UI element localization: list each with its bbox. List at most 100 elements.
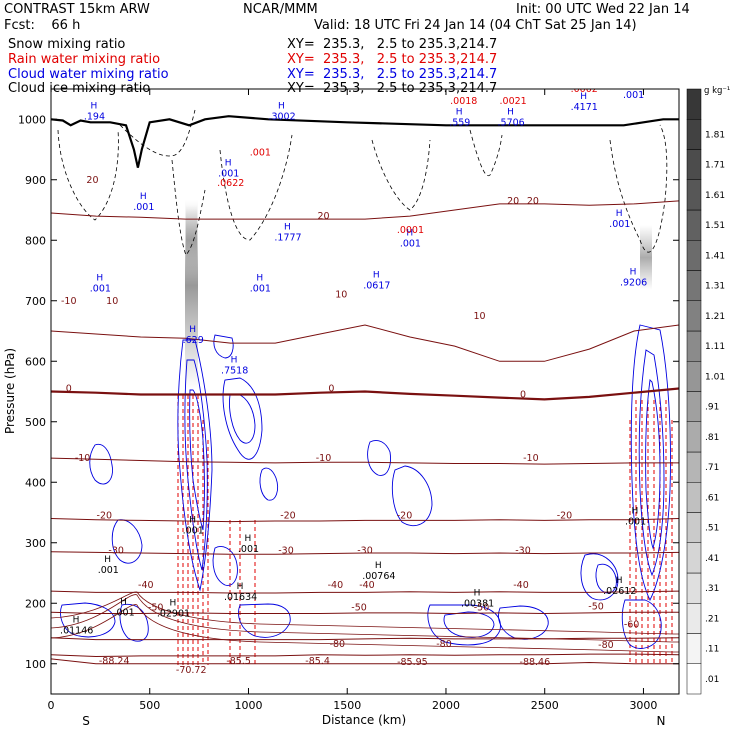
colorbar-tick-label: .61 [705, 493, 719, 503]
temperature-label: 0 [520, 390, 526, 401]
endpoint-north: N [657, 714, 666, 728]
cloud-water-label-high-marker: H [630, 268, 637, 278]
ice-label-high-marker: H [616, 576, 623, 586]
temperature-label: -40 [138, 580, 154, 591]
cloud-water-label: .194 [84, 111, 105, 122]
colorbar-tick-label: .91 [705, 403, 719, 413]
ice-label: .02901 [157, 609, 190, 620]
ice-contour [470, 130, 502, 176]
temperature-contour [51, 458, 679, 464]
rain-label: .0622 [217, 178, 244, 189]
cloud-water-label-high-marker: H [231, 355, 238, 365]
cloud-water-label-high-marker: H [456, 107, 463, 117]
rain-label: .0002 [571, 84, 598, 95]
colorbar-tick-label: .31 [705, 584, 719, 594]
colorbar-swatch [687, 210, 701, 240]
y-axis-label: Pressure (hPa) [3, 348, 17, 434]
colorbar: .01.11.21.31.41.51.61.71.81.911.011.111.… [687, 89, 725, 694]
temperature-label: -10 [523, 453, 539, 464]
y-tick-label: 100 [25, 658, 46, 671]
temperature-label: -85.95 [397, 657, 428, 668]
ice-label-high-marker: H [375, 561, 382, 571]
colorbar-swatch [687, 301, 701, 331]
ice-label-high-marker: H [120, 597, 127, 607]
colorbar-tick-label: 1.71 [705, 161, 725, 171]
temperature-label: -30 [278, 546, 294, 557]
colorbar-tick-label: .41 [705, 554, 719, 564]
colorbar-swatch [687, 513, 701, 543]
temperature-label: 0 [66, 384, 72, 395]
y-tick-label: 200 [25, 597, 46, 610]
colorbar-tick-label: 1.51 [705, 221, 725, 231]
cross-section-chart: -70.72-88.24 -85.5 -85.4 -85.95 -88.46-80 -80… [0, 0, 740, 740]
rain-label: .0001 [397, 225, 424, 236]
cloud-water-label-high-marker: H [96, 274, 103, 284]
cloud-water-label-high-marker: H [278, 101, 285, 111]
y-tick-label: 900 [25, 174, 46, 187]
colorbar-swatch [687, 240, 701, 270]
ice-label: .00381 [461, 598, 494, 609]
x-tick-label: 3000 [629, 699, 657, 712]
cloud-water-label: .001 [400, 238, 421, 249]
temperature-label: -80 [436, 639, 452, 650]
shading-column-south-upper [186, 205, 197, 275]
x-tick-label: 500 [139, 699, 160, 712]
ice-label-high-marker: H [632, 507, 639, 517]
cloud-water-label: .629 [183, 335, 204, 346]
cloud-water-contours [61, 325, 671, 648]
colorbar-swatch [687, 89, 701, 119]
x-tick-label: 1500 [333, 699, 361, 712]
temperature-contour [51, 591, 679, 593]
temperature-label: -10 [61, 296, 77, 307]
colorbar-tick-label: 1.81 [705, 130, 725, 140]
ice-label: .001 [98, 565, 119, 576]
cloud-water-label-high-marker: H [256, 274, 263, 284]
colorbar-swatch [687, 452, 701, 482]
colorbar-tick-label: .51 [705, 524, 719, 534]
cloud-water-label: .559 [449, 117, 470, 128]
colorbar-swatch [687, 422, 701, 452]
x-tick-label: 1000 [234, 699, 262, 712]
y-tick-label: 600 [25, 355, 46, 368]
ice-label: .02612 [603, 586, 636, 597]
terrain-line [51, 116, 679, 168]
colorbar-tick-label: .71 [705, 463, 719, 473]
cloud-water-label: .001 [133, 202, 154, 213]
y-tick-label: 500 [25, 416, 46, 429]
ice-contour [372, 140, 430, 210]
colorbar-swatch [687, 603, 701, 633]
ice-contour [120, 110, 195, 156]
cloud-water-label: .0617 [363, 281, 390, 292]
cloud-water-label-high-marker: H [507, 107, 514, 117]
temperature-label: 20 [317, 211, 329, 222]
colorbar-tick-label: .21 [705, 614, 719, 624]
colorbar-swatch [687, 331, 701, 361]
temperature-contour [51, 654, 679, 656]
colorbar-swatch [687, 573, 701, 603]
temperature-contour [51, 659, 679, 664]
ice-label: .001 [238, 544, 259, 555]
colorbar-swatch [687, 150, 701, 180]
near-surface-contours [51, 592, 679, 652]
x-tick-label: 2000 [432, 699, 460, 712]
temperature-label: 10 [473, 311, 485, 322]
colorbar-swatch [687, 392, 701, 422]
ice-label: .00764 [362, 571, 395, 582]
cloud-water-label: .1777 [274, 232, 301, 243]
rain-label: .001 [167, 75, 188, 86]
temperature-label: -70.72 [176, 665, 207, 676]
colorbar-swatch [687, 634, 701, 664]
temperature-label: 0 [328, 384, 334, 395]
colorbar-swatch [687, 482, 701, 512]
temperature-label: -40 [513, 580, 529, 591]
ice-label-high-marker: H [474, 588, 481, 598]
ice-label-high-marker: H [104, 555, 111, 565]
colorbar-tick-label: 1.41 [705, 251, 725, 261]
cloud-water-label: .9206 [620, 278, 647, 289]
ice-label: .01146 [60, 626, 93, 637]
cloud-water-label: .001 [250, 284, 271, 295]
temperature-label: -10 [75, 453, 91, 464]
temperature-label: -30 [515, 546, 531, 557]
temperature-label: -85.4 [305, 656, 330, 667]
ice-label: .001 [625, 517, 646, 528]
